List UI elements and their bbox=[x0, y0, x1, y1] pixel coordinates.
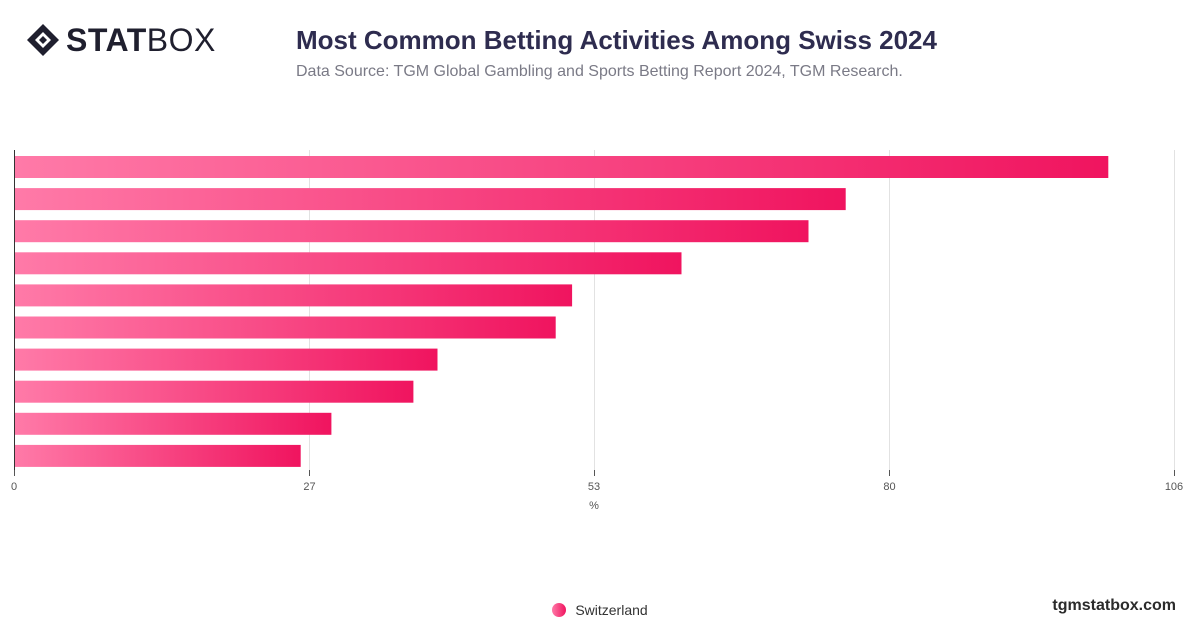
diamond-logo-icon bbox=[27, 24, 59, 56]
x-axis-label: % bbox=[589, 500, 599, 512]
bar[interactable] bbox=[15, 252, 682, 275]
chart-title: Most Common Betting Activities Among Swi… bbox=[296, 25, 937, 55]
logo-wordmark-bold: STAT bbox=[66, 22, 147, 58]
bar[interactable] bbox=[15, 412, 332, 435]
bar[interactable] bbox=[15, 188, 846, 211]
logo-wordmark-light: BOX bbox=[146, 22, 216, 58]
watermark: tgmstatbox.com bbox=[1052, 597, 1176, 614]
bar[interactable] bbox=[15, 284, 573, 307]
legend: Switzerland bbox=[0, 602, 1200, 618]
statbox-logo: STATBOX bbox=[26, 22, 216, 58]
bar[interactable] bbox=[15, 380, 414, 403]
bar[interactable] bbox=[15, 220, 809, 243]
bar[interactable] bbox=[15, 156, 1109, 178]
bar[interactable] bbox=[15, 348, 438, 371]
logo-wordmark: STATBOX bbox=[66, 22, 216, 58]
x-tick-label: 106 bbox=[1165, 481, 1183, 493]
legend-swatch bbox=[552, 603, 567, 617]
x-tick-label: 80 bbox=[883, 481, 895, 493]
bar[interactable] bbox=[15, 316, 556, 339]
legend-label-switzerland: Switzerland bbox=[575, 602, 648, 618]
x-tick-label: 53 bbox=[588, 481, 600, 493]
x-tick-label: 27 bbox=[303, 481, 315, 493]
x-tick-label: 0 bbox=[11, 481, 17, 493]
chart-subtitle: Data Source: TGM Global Gambling and Spo… bbox=[296, 63, 903, 80]
bar[interactable] bbox=[15, 444, 301, 467]
